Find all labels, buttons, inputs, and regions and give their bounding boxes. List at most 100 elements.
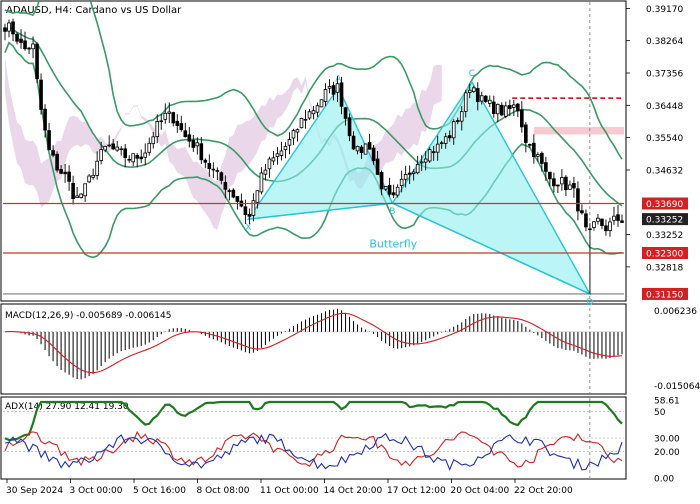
harmonic-leg-bd (392, 202, 591, 295)
candle (375, 151, 380, 175)
candle (251, 193, 256, 222)
candle-body (516, 103, 520, 112)
candle (67, 165, 71, 191)
candle-body (147, 142, 152, 153)
candle (287, 132, 292, 155)
price-tick-label: 0.38264 (646, 37, 683, 47)
candle-body (419, 161, 424, 164)
candle (167, 102, 172, 124)
candle (363, 143, 368, 155)
candle (99, 141, 103, 165)
candle (247, 208, 252, 225)
candle-body (15, 33, 19, 42)
candle-body (295, 129, 300, 133)
candle (19, 29, 23, 49)
current-price-tag (642, 213, 688, 226)
harmonic-point-b: B (389, 207, 395, 217)
candle-body (131, 153, 136, 163)
candle (560, 169, 564, 191)
time-tick-label: 22 Oct 20:00 (514, 486, 573, 496)
candle (451, 119, 456, 145)
candle-body (319, 99, 324, 108)
candle (395, 184, 400, 198)
macd-tick-top: 0.006236 (654, 307, 697, 317)
candle (195, 137, 200, 155)
candle (367, 133, 372, 150)
candle-body (243, 206, 248, 215)
candle (347, 113, 352, 142)
candle-body (556, 184, 560, 187)
candle-body (27, 47, 31, 50)
candle-body (620, 220, 624, 223)
candle (495, 103, 500, 123)
candle (71, 175, 75, 205)
time-tick-label: 14 Oct 20:00 (324, 486, 383, 496)
candle (544, 156, 548, 181)
candle-body (471, 87, 476, 93)
candle (592, 220, 596, 231)
candle-body (303, 118, 308, 121)
candle-body (39, 79, 43, 110)
candle-body (524, 124, 528, 143)
harmonic-point-d: D (586, 298, 593, 308)
candle (572, 176, 576, 198)
candle (540, 151, 544, 172)
candle-body (359, 146, 364, 153)
candle-body (211, 168, 216, 171)
candle (343, 107, 348, 126)
candle-body (3, 27, 7, 32)
candle-body (31, 43, 35, 50)
candle-body (407, 172, 412, 175)
candle (3, 23, 7, 41)
candle (123, 144, 127, 168)
candle-body (287, 139, 292, 146)
candle-body (544, 162, 548, 172)
candle-body (227, 190, 232, 192)
candle (199, 136, 204, 165)
candle-body (215, 170, 220, 172)
candle-body (483, 95, 488, 102)
candle (31, 36, 35, 59)
candle (143, 143, 148, 166)
price-tick-label: 0.39170 (646, 5, 683, 15)
candle (11, 18, 15, 42)
candle-body (19, 38, 23, 43)
candle (379, 170, 384, 196)
candle-body (431, 151, 436, 154)
candle-body (584, 213, 588, 228)
candle (171, 111, 176, 127)
time-tick-label: 5 Oct 16:00 (133, 486, 186, 496)
candle (608, 217, 612, 237)
candle (131, 153, 136, 166)
candle-body (179, 123, 184, 131)
candle-body (259, 172, 264, 193)
candle (455, 117, 460, 125)
candle-body (504, 105, 508, 117)
candle (491, 95, 496, 118)
candle-body (548, 171, 552, 180)
candle (487, 95, 492, 108)
price-tick-label: 0.37356 (646, 69, 683, 79)
candle-body (135, 155, 140, 159)
candle (207, 154, 212, 177)
candle-body (59, 168, 63, 174)
candle-body (351, 135, 356, 150)
candle-body (183, 130, 188, 137)
candle-body (203, 159, 208, 163)
candle (291, 128, 296, 146)
candle (255, 190, 260, 209)
candle-body (71, 182, 75, 199)
adx-main-line (4, 400, 623, 442)
candle-body (323, 89, 328, 102)
candle-body (371, 147, 376, 162)
macd-panel-frame (0, 303, 627, 395)
candle (295, 128, 300, 142)
candle (439, 140, 444, 149)
candle-body (115, 146, 119, 151)
candle (179, 115, 184, 132)
candle-body (411, 171, 416, 174)
price-tick-label: 0.34632 (646, 166, 683, 176)
candle (612, 206, 616, 225)
candle (43, 104, 47, 138)
